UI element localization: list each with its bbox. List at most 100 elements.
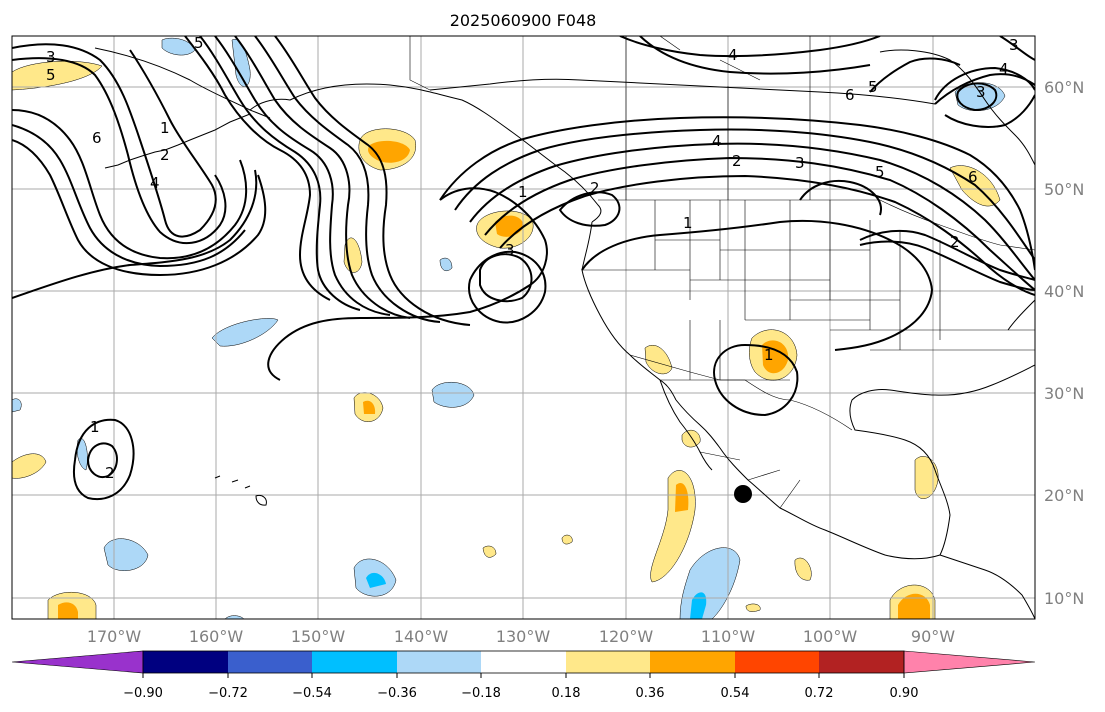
colorbar-tick-label: 0.36	[636, 686, 665, 701]
lon-label: 100°W	[803, 627, 858, 646]
colorbar-bin	[735, 651, 819, 673]
colorbar-under-triangle	[11, 650, 144, 674]
colorbar: −0.90 −0.72 −0.54 −0.36 −0.18 0.18 0.36 …	[11, 650, 1036, 701]
lat-label: 20°N	[1044, 486, 1084, 505]
contour-line	[214, 36, 391, 316]
contour-label: 1	[764, 346, 774, 364]
colorbar-tick-label: −0.72	[208, 686, 248, 701]
colorbar-tick-label: 0.90	[890, 686, 919, 701]
colorbar-tick-labels: −0.90 −0.72 −0.54 −0.36 −0.18 0.18 0.36 …	[123, 686, 918, 701]
contour-label: 2	[105, 464, 115, 482]
contour-line	[12, 169, 258, 299]
colorbar-bin	[481, 651, 566, 673]
shade-positive	[794, 557, 812, 581]
contour-line	[558, 191, 621, 227]
contour-line	[581, 219, 934, 351]
colorbar-tick-label: −0.90	[123, 686, 163, 701]
west-coast	[581, 221, 677, 401]
us-canada-border	[598, 199, 1035, 251]
aleutian-chain	[104, 113, 251, 169]
colorbar-tick-label: −0.54	[292, 686, 332, 701]
contour-label: 3	[505, 241, 515, 259]
colorbar-tick-label: 0.18	[552, 686, 581, 701]
map-frame	[11, 35, 1036, 620]
hudson-bay	[879, 49, 1035, 166]
contour-label: 5	[868, 78, 878, 96]
shade-positive-core	[363, 400, 376, 414]
contour-label: 2	[590, 179, 600, 197]
contour-label: 6	[968, 168, 978, 186]
lon-label: 110°W	[701, 627, 756, 646]
graticule	[12, 36, 1035, 619]
colorbar-tick-label: 0.54	[721, 686, 750, 701]
baja-peninsula	[659, 379, 941, 560]
contour-line	[274, 36, 471, 326]
contour-label: 3	[46, 48, 56, 66]
colorbar-tick-label: 0.72	[805, 686, 834, 701]
contour-label: 3	[795, 154, 805, 172]
contour-label: 5	[194, 34, 204, 52]
colorbar-tick-label: −0.18	[461, 686, 501, 701]
shade-positive	[12, 60, 103, 91]
contour-label: 2	[160, 146, 170, 164]
shade-positive	[914, 456, 939, 499]
contour-line	[454, 128, 1035, 261]
shade-positive-core	[58, 602, 78, 619]
lat-label: 40°N	[1044, 282, 1084, 301]
contour-line	[859, 229, 1035, 281]
shade-positive	[745, 603, 761, 612]
lon-label: 120°W	[599, 627, 654, 646]
contour-line	[639, 36, 871, 75]
longitude-labels: 170°W 160°W 150°W 140°W 130°W 120°W 110°…	[87, 627, 955, 646]
contour-label: 5	[46, 66, 56, 84]
colorbar-ticks	[142, 673, 905, 678]
shade-negative	[211, 318, 279, 347]
colorbar-bin	[312, 651, 397, 673]
colorbar-bin	[819, 651, 904, 673]
contour-label: 1	[160, 119, 170, 137]
colorbar-bin	[566, 651, 650, 673]
contour-line	[713, 343, 799, 417]
contour-label: 4	[712, 132, 722, 150]
contour-line	[999, 36, 1035, 61]
contour-line	[12, 124, 246, 268]
contour-label: 1	[518, 183, 528, 201]
contour-label: 4	[728, 46, 738, 64]
shade-negative	[76, 438, 88, 471]
shade-positive-core	[675, 482, 689, 512]
shade-positive	[12, 453, 47, 479]
shade-positive	[561, 534, 573, 545]
lon-label: 160°W	[189, 627, 244, 646]
contour-line	[439, 116, 1035, 271]
contour-line	[12, 139, 267, 277]
shade-negative	[103, 538, 149, 571]
contour-line	[799, 180, 882, 216]
contour-line	[184, 36, 331, 301]
shade-negative	[12, 398, 22, 413]
gulf-coast	[849, 364, 1035, 556]
contour-label: 2	[950, 233, 960, 251]
lon-label: 130°W	[496, 627, 551, 646]
contour-line	[859, 240, 1035, 291]
shade-negative	[431, 382, 475, 408]
central-america	[939, 554, 1035, 619]
lon-label: 170°W	[87, 627, 142, 646]
shade-negative-core	[690, 592, 707, 619]
colorbar-tick-label: −0.36	[377, 686, 417, 701]
mexico-states	[699, 451, 801, 509]
contour-line	[199, 36, 361, 311]
contour-line	[12, 43, 217, 238]
contour-labels: 3 5 6 1 2 4 5 4 6 5 3 4 3 2 1 3 1 2 6 4 …	[46, 34, 1019, 482]
lon-label: 140°W	[394, 627, 449, 646]
colorbar-bin	[397, 651, 481, 673]
shade-negative	[439, 257, 453, 271]
lon-label: 150°W	[291, 627, 346, 646]
contour-line	[72, 418, 135, 500]
contour-lines	[12, 36, 1035, 500]
shade-positive-core	[898, 593, 930, 619]
shade-negative-core	[366, 572, 386, 588]
colorbar-bin	[143, 651, 228, 673]
lat-label: 10°N	[1044, 589, 1084, 608]
contour-label: 4	[150, 174, 160, 192]
